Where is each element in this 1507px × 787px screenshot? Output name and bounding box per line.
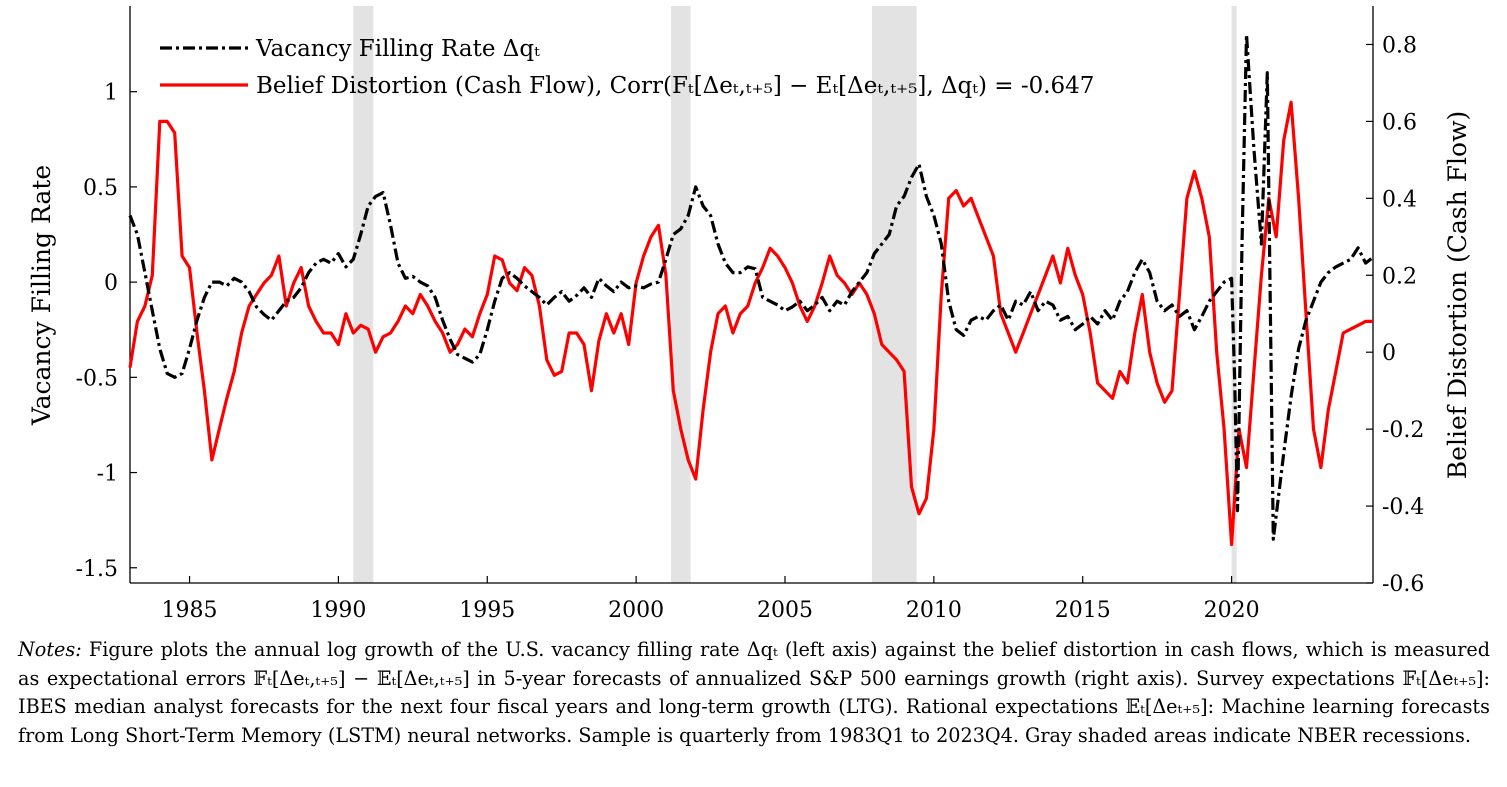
notes-label: Notes: [18, 638, 82, 661]
recession-band-3 [1231, 6, 1237, 583]
x-tick-label: 2020 [1204, 598, 1260, 623]
x-tick-label: 2015 [1055, 598, 1111, 623]
x-tick-label: 2010 [906, 598, 962, 623]
legend: Vacancy Filling Rate Δqₜ Belief Distorti… [160, 36, 1094, 99]
left-y-tick-label: 0 [104, 271, 118, 296]
right-y-tick-label: -0.2 [1382, 418, 1424, 443]
x-axis: 1985 1990 1995 2000 2005 2010 2015 2020 [162, 576, 1260, 623]
right-y-axis: -0.6 -0.4 -0.2 0 0.2 0.4 0.6 0.8 [1366, 33, 1424, 597]
left-y-tick-label: -0.5 [76, 366, 118, 391]
x-tick-label: 1995 [459, 598, 515, 623]
legend-label-belief: Belief Distortion (Cash Flow), Corr(Fₜ[Δ… [256, 73, 1094, 99]
right-y-tick-label: 0 [1382, 341, 1396, 366]
right-y-tick-label: 0.2 [1382, 264, 1417, 289]
recession-band-0 [353, 6, 374, 583]
x-tick-label: 1990 [310, 598, 366, 623]
series-lines [128, 33, 1374, 547]
x-tick-label: 2005 [757, 598, 813, 623]
series-line-belief-distortion [128, 100, 1373, 547]
chart-area: 1985 1990 1995 2000 2005 2010 2015 2020 -1.5 -1-… [27, 6, 1472, 623]
left-axis-title: Vacancy Filling Rate [27, 165, 56, 426]
figure-notes: Notes: Figure plots the annual log growt… [18, 636, 1490, 750]
right-y-tick-label: 0.6 [1382, 110, 1417, 135]
plot-frame [129, 6, 1374, 584]
left-y-tick-label: -1.5 [76, 557, 118, 582]
right-y-tick-label: -0.6 [1382, 572, 1424, 597]
x-tick-label: 1985 [162, 598, 218, 623]
recession-shading [353, 6, 1237, 583]
left-y-tick-label: 1 [104, 81, 118, 106]
notes-text: Figure plots the annual log growth of th… [18, 638, 1491, 747]
left-y-tick-label: 0.5 [83, 176, 118, 201]
recession-band-2 [871, 6, 917, 583]
left-y-tick-label: -1 [97, 462, 118, 487]
dual-axis-line-chart: 1985 1990 1995 2000 2005 2010 2015 2020 -1.5-1-… [27, 6, 1472, 623]
left-y-axis: -1.5 -1 -0.5 0 0.5 1 [76, 81, 137, 582]
legend-label-vacancy: Vacancy Filling Rate Δqₜ [255, 36, 540, 62]
recession-band-1 [670, 6, 691, 583]
right-y-tick-label: 0.4 [1382, 187, 1417, 212]
right-y-tick-label: -0.4 [1382, 495, 1424, 520]
right-y-tick-label: 0.8 [1382, 33, 1417, 58]
x-tick-label: 2000 [608, 598, 664, 623]
right-axis-title: Belief Distortion (Cash Flow) [1443, 111, 1472, 479]
series-line-vacancy-filling-rate [128, 33, 1374, 541]
